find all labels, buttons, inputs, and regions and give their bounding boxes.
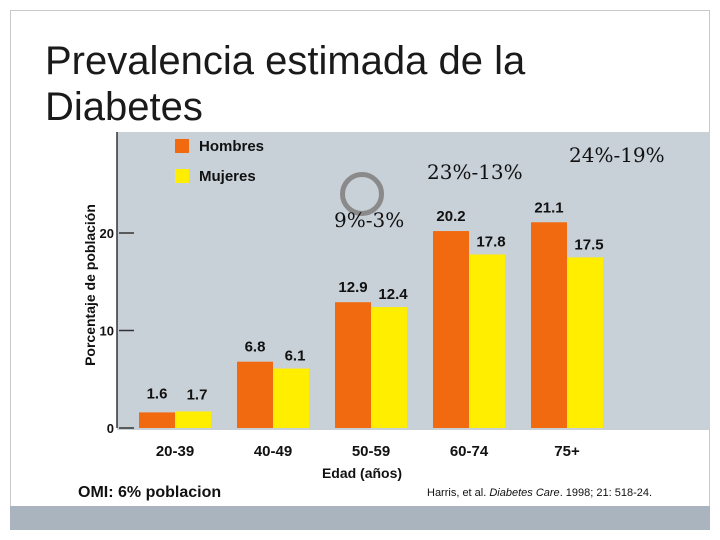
bottom-note: OMI: 6% poblacion: [78, 484, 222, 501]
legend-item-hombres: Hombres: [175, 138, 264, 155]
bar-hombres-40-49: [237, 361, 273, 428]
legend-swatch-mujeres: [175, 169, 189, 183]
data-label-hombres-20-39: 1.6: [147, 385, 168, 402]
data-label-mujeres-40-49: 6.1: [285, 348, 306, 365]
bar-mujeres-20-39: [175, 411, 211, 428]
citation-suffix: . 1998; 21: 518-24.: [559, 487, 653, 499]
x-tick-label-50-59: 50-59: [352, 443, 390, 460]
bar-mujeres-40-49: [273, 368, 309, 428]
page-title: Prevalencia estimada de la Diabetes: [45, 39, 526, 129]
data-label-hombres-50-59: 12.9: [338, 279, 367, 296]
legend-swatch-hombres: [175, 139, 189, 153]
data-label-mujeres-60-74: 17.8: [476, 233, 505, 250]
y-tick-label-0: 0: [107, 421, 114, 436]
bar-hombres-60-74: [433, 231, 469, 428]
citation-prefix: Harris, et al.: [427, 487, 490, 499]
annotation-60-74: 23%-13%: [427, 160, 523, 184]
legend-label-hombres: Hombres: [199, 138, 265, 155]
plot-background: [117, 132, 710, 430]
bar-hombres-75+: [531, 222, 567, 428]
data-label-hombres-75+: 21.1: [534, 199, 563, 216]
bar-hombres-50-59: [335, 302, 371, 428]
data-label-mujeres-75+: 17.5: [574, 236, 603, 253]
bar-mujeres-60-74: [469, 254, 505, 428]
y-tick-label-10: 10: [100, 324, 114, 339]
data-label-mujeres-20-39: 1.7: [187, 386, 208, 403]
x-tick-label-60-74: 60-74: [450, 443, 489, 460]
legend-label-mujeres: Mujeres: [199, 168, 256, 185]
x-tick-label-20-39: 20-39: [156, 443, 194, 460]
y-tick-label-20: 20: [100, 226, 114, 241]
annotation-40-49: 9%-3%: [334, 208, 405, 232]
bar-hombres-20-39: [139, 412, 175, 428]
data-label-hombres-40-49: 6.8: [245, 339, 266, 356]
data-label-hombres-60-74: 20.2: [436, 208, 465, 225]
x-tick-label-75+: 75+: [554, 443, 580, 460]
citation-journal: Diabetes Care: [489, 487, 560, 499]
bar-mujeres-50-59: [371, 307, 407, 428]
x-axis-label: Edad (años): [321, 465, 403, 481]
annotation-75: 24%-19%: [569, 143, 665, 167]
footer-strip: [10, 506, 710, 530]
data-label-mujeres-50-59: 12.4: [378, 286, 408, 303]
citation: Harris, et al. Diabetes Care. 1998; 21: …: [427, 487, 652, 499]
ring-marker: [340, 172, 384, 216]
x-tick-label-40-49: 40-49: [254, 443, 292, 460]
bar-mujeres-75+: [567, 257, 603, 428]
legend-item-mujeres: Mujeres: [175, 168, 256, 185]
